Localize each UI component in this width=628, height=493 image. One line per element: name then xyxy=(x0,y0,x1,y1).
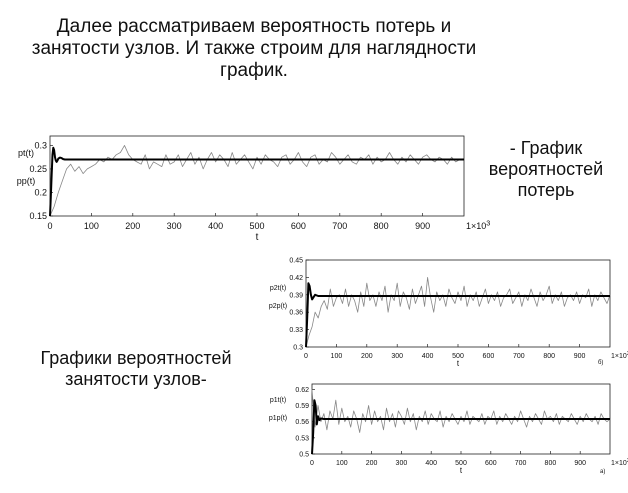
nodes-caption-line-1: Графики вероятностей xyxy=(40,348,232,368)
y-tick-label: 0.33 xyxy=(289,327,303,334)
y-tick-label: 0.53 xyxy=(295,435,309,442)
plot-frame xyxy=(49,135,465,217)
x-tick-label: 700 xyxy=(515,460,527,467)
x-tick-label: 600 xyxy=(483,353,495,360)
x-tick-label: 900 xyxy=(415,221,430,231)
y-tick-label: 0.56 xyxy=(295,419,309,426)
slide-heading: Далее рассматриваем вероятность потерь и… xyxy=(8,16,500,82)
x-tick-label: 500 xyxy=(249,221,264,231)
y-variable-label: pp(t) xyxy=(17,176,36,186)
loss-caption-line-1: - График xyxy=(509,138,583,158)
y-tick-label: 0.25 xyxy=(29,164,47,174)
node2-occupancy-chart: 0 100 200 300 400 500 600 700 800 900 1×103 0.3 0.33… xyxy=(269,257,628,368)
x-tick-label: 200 xyxy=(366,460,378,467)
y-tick-label: 0.62 xyxy=(295,387,309,394)
x-tick-label: 600 xyxy=(291,221,306,231)
y-tick-label: 0.3 xyxy=(293,344,303,351)
x-tick-label: 800 xyxy=(543,353,555,360)
x-tick-label: 100 xyxy=(331,353,343,360)
x-tick-label: 800 xyxy=(374,221,389,231)
theoretical-series-line xyxy=(305,282,610,348)
x-tick-label: 300 xyxy=(167,221,182,231)
x-axis-multiplier: 1×103 xyxy=(466,218,490,231)
theoretical-series-line xyxy=(311,399,610,455)
y-tick-label: 0.3 xyxy=(34,141,47,151)
x-tick-label: 500 xyxy=(452,353,464,360)
y-tick-label: 0.5 xyxy=(299,451,309,458)
x-tick-label: 400 xyxy=(208,221,223,231)
loss-probability-chart: 0 100 200 300 400 500 600 700 800 900 1×103 0.15 0.2… xyxy=(17,135,490,243)
x-axis-multiplier: 1×103 xyxy=(611,458,628,467)
theoretical-series-line xyxy=(49,146,464,217)
x-tick-label: 800 xyxy=(545,460,557,467)
x-tick-label: 400 xyxy=(422,353,434,360)
x-tick-label: 0 xyxy=(310,460,314,467)
x-axis-multiplier: 1×103 xyxy=(611,351,628,360)
y-tick-label: 0.15 xyxy=(29,211,47,221)
x-tick-label: 200 xyxy=(361,353,373,360)
x-tick-label: 400 xyxy=(425,460,437,467)
plot-frame xyxy=(305,259,611,348)
y-tick-label: 0.36 xyxy=(289,310,303,317)
heading-line-1: Далее рассматриваем вероятность потерь и xyxy=(56,16,452,37)
y-tick-label: 0.45 xyxy=(289,257,303,264)
node1-occupancy-chart: 0 100 200 300 400 500 600 700 800 900 1×103 0.5 0.53… xyxy=(269,383,628,475)
y-variable-label: p1t(t) xyxy=(270,397,286,404)
y-variable-label: p2p(t) xyxy=(269,303,287,310)
loss-chart-caption: - График вероятностей потерь xyxy=(470,138,622,201)
y-tick-label: 0.59 xyxy=(295,403,309,410)
x-tick-label: 200 xyxy=(125,221,140,231)
x-tick-label: 0 xyxy=(47,221,52,231)
x-axis-label: t xyxy=(460,466,463,475)
x-tick-label: 600 xyxy=(485,460,497,467)
loss-caption-line-3: потерь xyxy=(517,180,575,200)
nodes-caption-line-2: занятости узлов- xyxy=(65,369,207,389)
x-tick-label: 900 xyxy=(574,460,586,467)
x-tick-label: 100 xyxy=(336,460,348,467)
loss-caption-line-2: вероятностей xyxy=(488,159,604,179)
panel-tag: б) xyxy=(598,360,603,366)
node-charts-caption: Графики вероятностей занятости узлов- xyxy=(18,348,254,390)
y-variable-label: pt(t) xyxy=(18,148,34,158)
x-tick-label: 900 xyxy=(574,353,586,360)
y-tick-label: 0.2 xyxy=(34,188,47,198)
y-tick-label: 0.42 xyxy=(289,275,303,282)
x-tick-label: 700 xyxy=(513,353,525,360)
x-tick-label: 300 xyxy=(391,353,403,360)
heading-line-3: график. xyxy=(220,60,288,81)
x-tick-label: 100 xyxy=(84,221,99,231)
x-tick-label: 700 xyxy=(332,221,347,231)
heading-line-2: занятости узлов. И также строим для нагл… xyxy=(31,38,477,59)
y-variable-label: p1p(t) xyxy=(269,415,287,422)
x-tick-label: 0 xyxy=(304,353,308,360)
simulated-series-line xyxy=(305,276,611,348)
simulated-series-line xyxy=(49,144,464,217)
panel-tag: а) xyxy=(600,469,605,475)
y-variable-label: p2t(t) xyxy=(270,285,286,292)
x-axis-label: t xyxy=(457,359,460,368)
y-tick-label: 0.39 xyxy=(289,292,303,299)
x-axis-label: t xyxy=(256,232,259,243)
simulated-series-line xyxy=(311,389,611,433)
x-tick-label: 500 xyxy=(455,460,467,467)
x-tick-label: 300 xyxy=(396,460,408,467)
